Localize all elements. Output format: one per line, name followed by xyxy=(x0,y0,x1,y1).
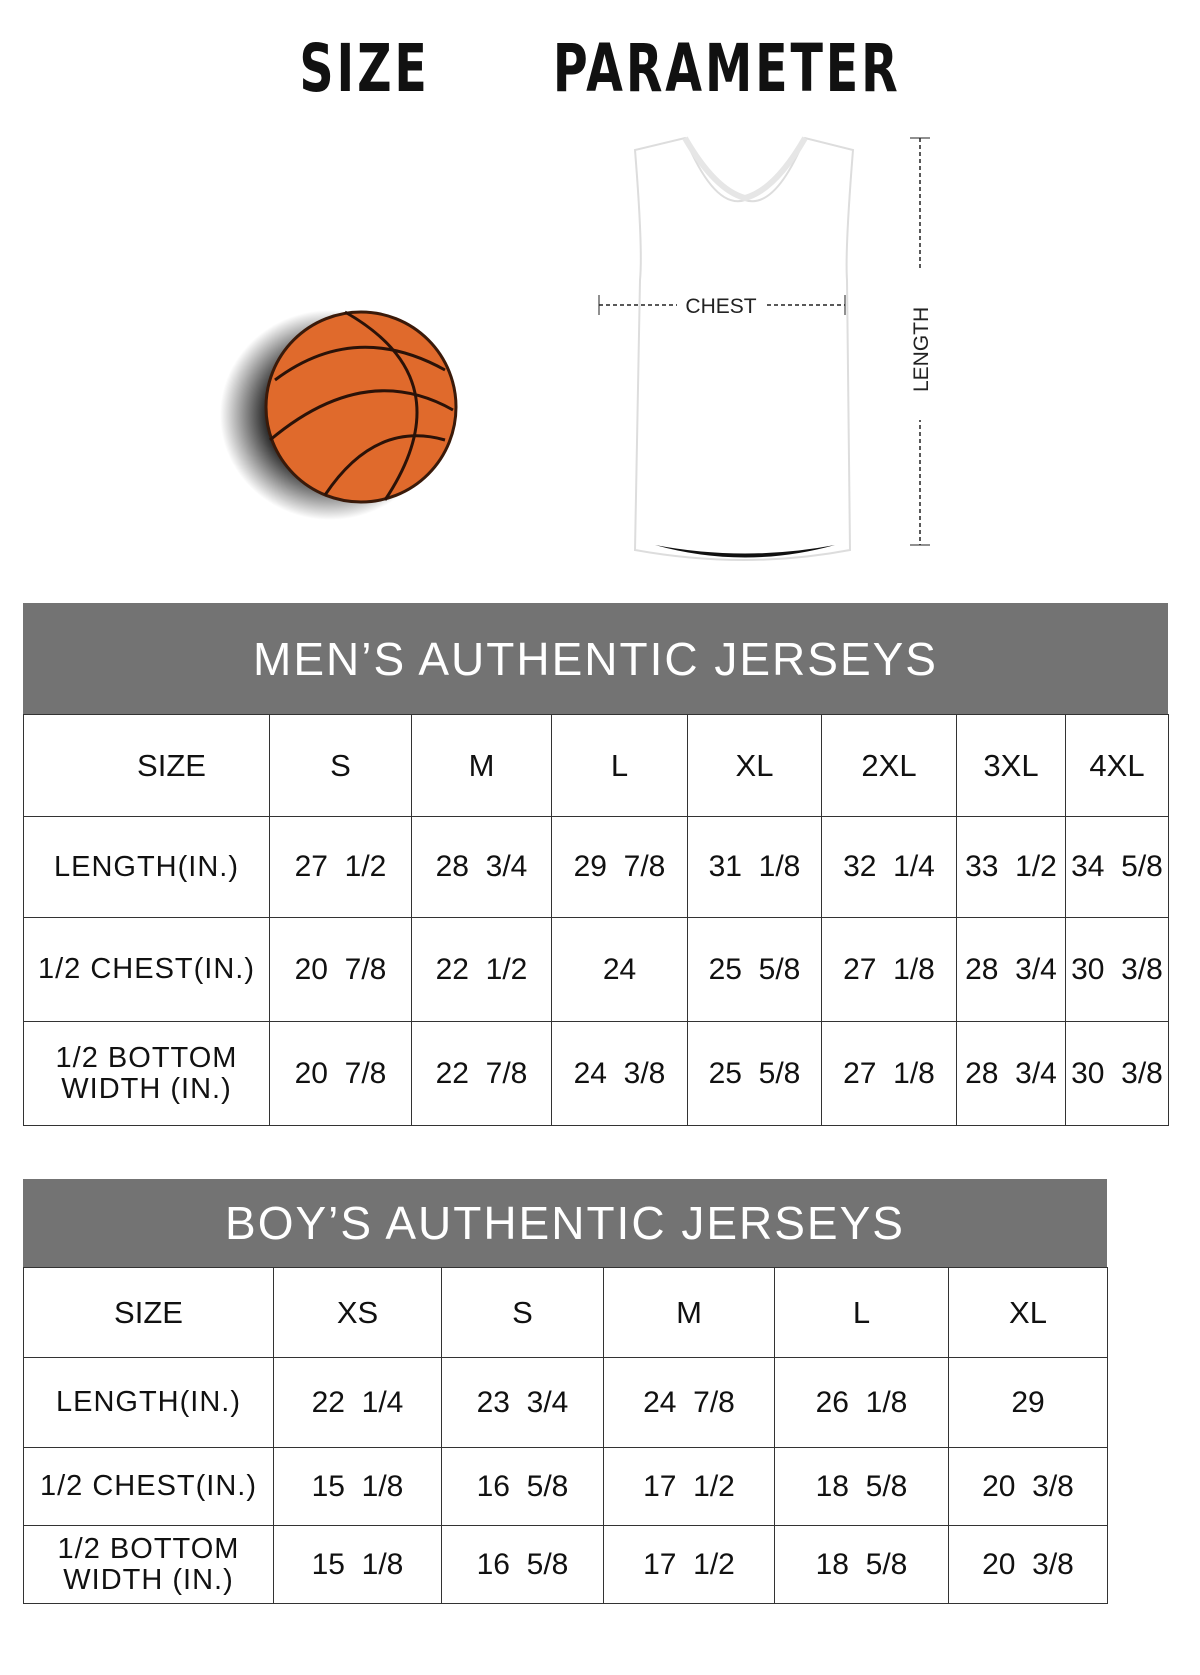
row-label: 1/2 CHEST(IN.) xyxy=(23,917,270,1022)
chest-label: CHEST xyxy=(685,295,756,318)
cell: 18 5/8 xyxy=(774,1447,949,1526)
table-row: 1/2 CHEST(IN.) 20 7/8 22 1/2 24 25 5/8 2… xyxy=(23,917,1169,1022)
size-col: L xyxy=(551,714,688,817)
size-col: 2XL xyxy=(821,714,957,817)
cell: 24 3/8 xyxy=(551,1021,688,1126)
cell: 23 3/4 xyxy=(441,1357,604,1448)
table-row: SIZE S M L XL 2XL 3XL 4XL xyxy=(23,714,1169,817)
jersey-diagram: CHEST LENGTH xyxy=(598,136,933,561)
cell: 17 1/2 xyxy=(603,1525,775,1604)
size-col: XS xyxy=(273,1267,442,1358)
cell: 28 3/4 xyxy=(411,816,552,918)
cell: 20 7/8 xyxy=(269,1021,412,1126)
cell: 16 5/8 xyxy=(441,1447,604,1526)
cell: 15 1/8 xyxy=(273,1447,442,1526)
page-title: SIZE PARAMETER xyxy=(299,30,901,107)
row-label: 1/2 BOTTOM WIDTH (IN.) xyxy=(23,1525,274,1604)
length-label: LENGTH xyxy=(910,307,933,392)
cell: 34 5/8 xyxy=(1065,816,1169,918)
cell: 29 xyxy=(948,1357,1108,1448)
basketball-icon xyxy=(220,310,458,520)
table-row: LENGTH(IN.) 27 1/2 28 3/4 29 7/8 31 1/8 … xyxy=(23,816,1169,918)
cell: 18 5/8 xyxy=(774,1525,949,1604)
row-label: LENGTH(IN.) xyxy=(23,1357,274,1448)
size-col: 4XL xyxy=(1065,714,1169,817)
cell: 31 1/8 xyxy=(687,816,822,918)
cell: 20 3/8 xyxy=(948,1447,1108,1526)
cell: 26 1/8 xyxy=(774,1357,949,1448)
size-col: L xyxy=(774,1267,949,1358)
size-col: XL xyxy=(687,714,822,817)
cell: 16 5/8 xyxy=(441,1525,604,1604)
cell: 25 5/8 xyxy=(687,1021,822,1126)
size-col: S xyxy=(441,1267,604,1358)
cell: 15 1/8 xyxy=(273,1525,442,1604)
cell: 28 3/4 xyxy=(956,1021,1066,1126)
cell: 27 1/8 xyxy=(821,917,957,1022)
cell: 20 3/8 xyxy=(948,1525,1108,1604)
size-header: SIZE xyxy=(23,714,270,817)
row-label: 1/2 BOTTOM WIDTH (IN.) xyxy=(23,1021,270,1126)
size-header: SIZE xyxy=(23,1267,274,1358)
size-col: XL xyxy=(948,1267,1108,1358)
table-row: 1/2 BOTTOM WIDTH (IN.) 20 7/8 22 7/8 24 … xyxy=(23,1021,1169,1126)
size-col: M xyxy=(603,1267,775,1358)
table-row: 1/2 BOTTOM WIDTH (IN.) 15 1/8 16 5/8 17 … xyxy=(23,1525,1108,1604)
men-size-table: SIZE S M L XL 2XL 3XL 4XL LENGTH(IN.) 27… xyxy=(23,714,1169,1126)
cell: 27 1/2 xyxy=(269,816,412,918)
cell: 17 1/2 xyxy=(603,1447,775,1526)
size-col: M xyxy=(411,714,552,817)
cell: 30 3/8 xyxy=(1065,1021,1169,1126)
size-col: S xyxy=(269,714,412,817)
cell: 32 1/4 xyxy=(821,816,957,918)
cell: 24 7/8 xyxy=(603,1357,775,1448)
boys-table-heading: BOY’S AUTHENTIC JERSEYS xyxy=(23,1179,1107,1267)
boys-size-table: SIZE XS S M L XL LENGTH(IN.) 22 1/4 23 3… xyxy=(23,1267,1108,1604)
cell: 22 1/2 xyxy=(411,917,552,1022)
cell: 22 1/4 xyxy=(273,1357,442,1448)
cell: 25 5/8 xyxy=(687,917,822,1022)
table-row: SIZE XS S M L XL xyxy=(23,1267,1108,1358)
row-label: 1/2 CHEST(IN.) xyxy=(23,1447,274,1526)
cell: 33 1/2 xyxy=(956,816,1066,918)
table-row: 1/2 CHEST(IN.) 15 1/8 16 5/8 17 1/2 18 5… xyxy=(23,1447,1108,1526)
cell: 30 3/8 xyxy=(1065,917,1169,1022)
cell: 28 3/4 xyxy=(956,917,1066,1022)
men-table-heading: MEN’S AUTHENTIC JERSEYS xyxy=(23,603,1168,714)
size-col: 3XL xyxy=(956,714,1066,817)
table-row: LENGTH(IN.) 22 1/4 23 3/4 24 7/8 26 1/8 … xyxy=(23,1357,1108,1448)
cell: 22 7/8 xyxy=(411,1021,552,1126)
cell: 27 1/8 xyxy=(821,1021,957,1126)
row-label: LENGTH(IN.) xyxy=(23,816,270,918)
cell: 29 7/8 xyxy=(551,816,688,918)
cell: 20 7/8 xyxy=(269,917,412,1022)
cell: 24 xyxy=(551,917,688,1022)
